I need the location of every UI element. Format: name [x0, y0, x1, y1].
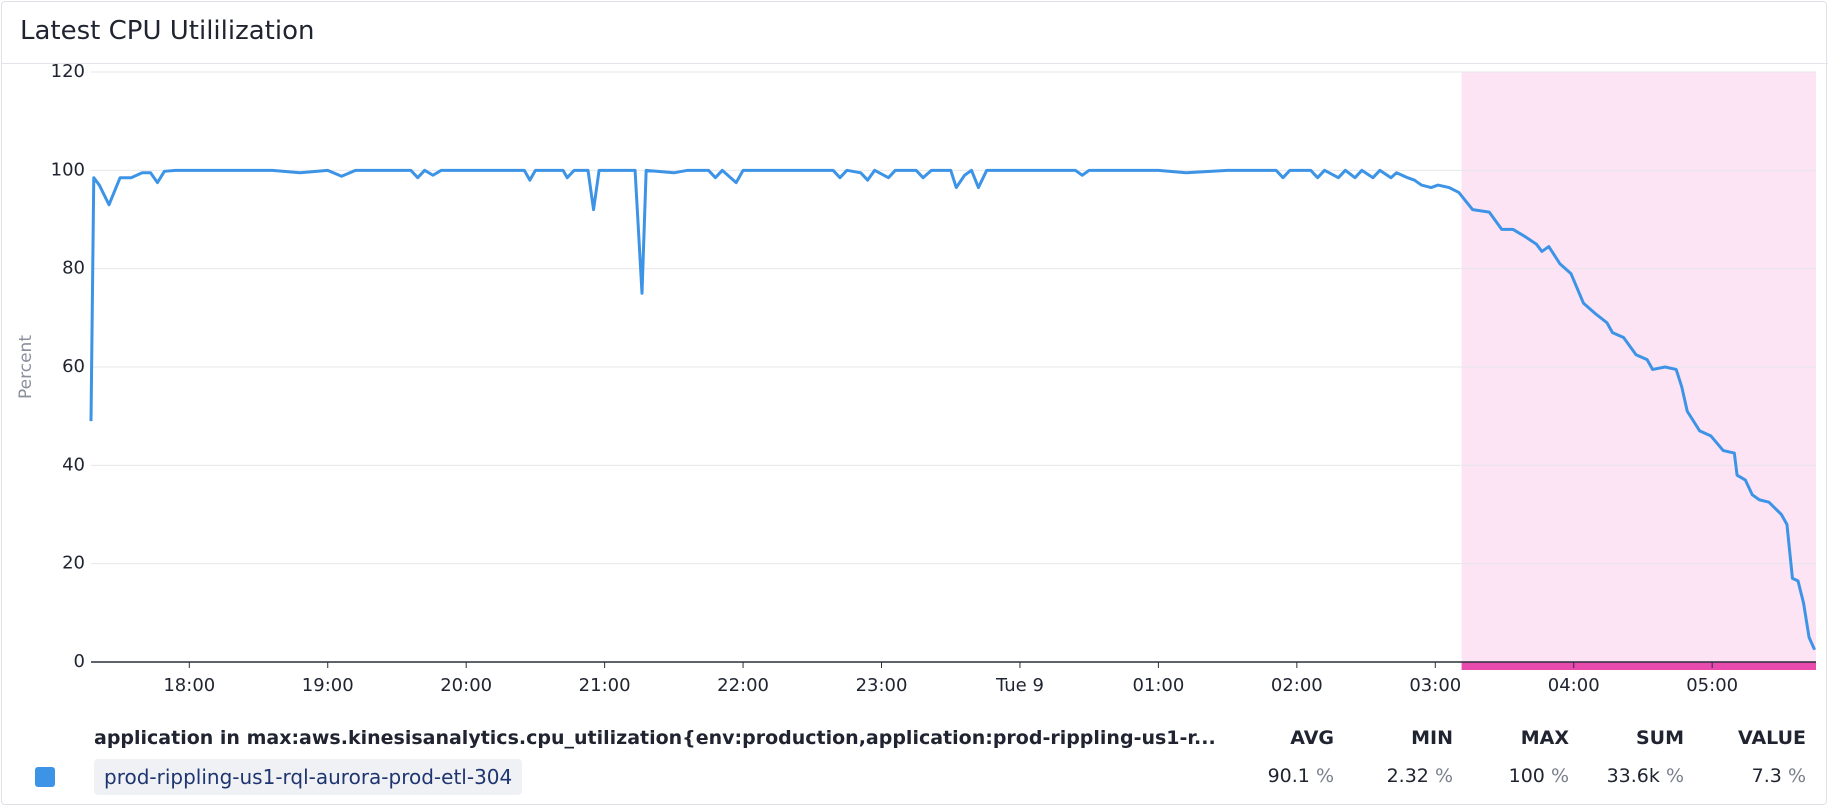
- legend-column-header: VALUE: [1738, 727, 1806, 749]
- stat-value: 2.32: [1386, 765, 1429, 787]
- legend-series[interactable]: prod-rippling-us1-rql-aurora-prod-etl-30…: [94, 759, 523, 795]
- stat-value: 7.3: [1751, 765, 1782, 787]
- stat-unit: %: [1434, 765, 1453, 787]
- legend-stat: 33.6k %: [1564, 765, 1684, 787]
- y-tick-label: 40: [62, 454, 85, 475]
- stat-value: 90.1: [1267, 765, 1310, 787]
- stat-value: 33.6k: [1606, 765, 1660, 787]
- y-tick-label: 0: [74, 651, 85, 672]
- legend-column-header: SUM: [1635, 727, 1684, 749]
- x-tick-label: 19:00: [302, 675, 354, 696]
- x-tick-label: 18:00: [163, 675, 215, 696]
- legend-column-header: MAX: [1520, 727, 1569, 749]
- x-tick-label: Tue 9: [995, 675, 1044, 696]
- legend-column-header: MIN: [1411, 727, 1453, 749]
- y-axis-label: Percent: [16, 335, 36, 399]
- stat-unit: %: [1315, 765, 1334, 787]
- series-line: [89, 168, 1816, 651]
- x-tick-label: 20:00: [440, 675, 492, 696]
- stat-unit: %: [1550, 765, 1569, 787]
- x-tick-label: 03:00: [1409, 675, 1461, 696]
- divider: [2, 63, 1828, 64]
- legend-stat: 90.1 %: [1214, 765, 1334, 787]
- stat-value: 100: [1508, 765, 1545, 787]
- stat-unit: %: [1787, 765, 1806, 787]
- y-tick-label: 60: [62, 356, 85, 377]
- y-tick-label: 120: [51, 61, 85, 82]
- y-tick-label: 20: [62, 553, 85, 574]
- x-tick-label: 23:00: [856, 675, 908, 696]
- legend-stat: 2.32 %: [1333, 765, 1453, 787]
- x-tick-label: 22:00: [717, 675, 769, 696]
- widget-title: Latest CPU Utililization: [20, 16, 315, 46]
- y-tick-label: 80: [62, 258, 85, 279]
- highlight-bar: [1461, 662, 1816, 670]
- x-tick-label: 02:00: [1271, 675, 1323, 696]
- y-tick-label: 100: [51, 159, 85, 180]
- legend-query: application in max:aws.kinesisanalytics.…: [94, 727, 1216, 749]
- x-tick-label: 01:00: [1132, 675, 1184, 696]
- chart: 0 20 40 60 80 100 120 18:00 19:00 20:00 21:00 22:00…: [16, 61, 1816, 696]
- legend-stat: 7.3 %: [1686, 765, 1806, 787]
- x-tick-label: 21:00: [579, 675, 631, 696]
- legend-swatch: [35, 767, 55, 787]
- x-tick-label: 04:00: [1548, 675, 1600, 696]
- legend-stat: 100 %: [1449, 765, 1569, 787]
- stat-unit: %: [1665, 765, 1684, 787]
- x-tick-label: 05:00: [1686, 675, 1738, 696]
- legend-column-header: AVG: [1290, 727, 1334, 749]
